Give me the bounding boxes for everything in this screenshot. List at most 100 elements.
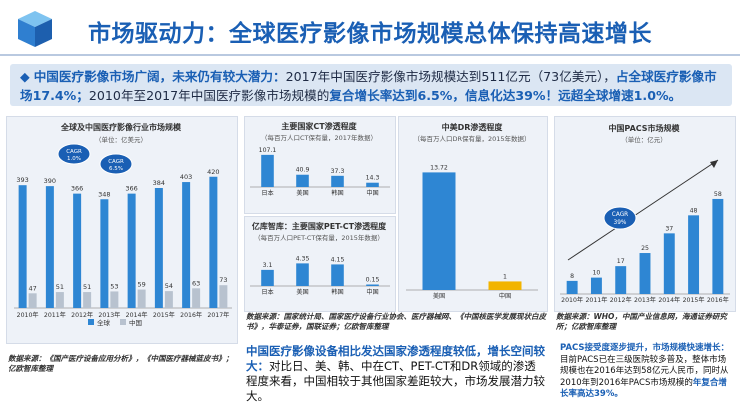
bar bbox=[261, 269, 274, 286]
dr-chart-subtitle: （每百万人口DR保有量，2015年数据） bbox=[413, 135, 531, 143]
callout-right-highlight-2: 年复合增长率高达39%。 bbox=[560, 377, 727, 400]
trend-arrow-head bbox=[710, 160, 718, 168]
bar-global bbox=[209, 176, 218, 308]
summary-part1: 2017年中国医疗影像市场规模达到511亿元（73亿美元）， bbox=[285, 69, 616, 84]
cagr-value: 6.5% bbox=[109, 166, 123, 172]
tick-label: 2010年 bbox=[561, 296, 583, 304]
market-chart-subtitle: （单位：亿美元） bbox=[95, 136, 147, 144]
ct-chart-title: 主要国家CT渗透程度 bbox=[281, 122, 357, 131]
callout-right-highlight-1: PACS接受度逐步提升，市场规模快速增长： bbox=[560, 343, 730, 353]
bar bbox=[712, 198, 724, 294]
data-label: 48 bbox=[690, 207, 698, 214]
bar bbox=[688, 215, 700, 294]
bar-global bbox=[73, 193, 82, 308]
bar bbox=[566, 280, 578, 294]
tick-label: 2013年 bbox=[634, 296, 656, 304]
summary-highlight-1: 占全球医疗影像市场17.4%； bbox=[20, 69, 717, 103]
bar bbox=[663, 233, 675, 294]
tick-label: 2012年 bbox=[71, 311, 93, 319]
bar bbox=[639, 253, 651, 294]
data-label-global: 384 bbox=[153, 179, 165, 187]
cagr-bubble bbox=[57, 143, 91, 165]
data-label-china: 51 bbox=[56, 283, 64, 291]
data-label: 37 bbox=[665, 225, 673, 232]
title-divider bbox=[0, 54, 740, 56]
cagr-label: CAGR bbox=[66, 149, 82, 155]
dr-chart-title: 中美DR渗透程度 bbox=[441, 123, 503, 132]
pacs-chart: 8 2010年 10 2011年 17 2012年 25 2013年 37 2014年 48 2015… bbox=[560, 159, 730, 304]
tick-label: 2015年 bbox=[153, 311, 175, 319]
bar-china bbox=[55, 292, 64, 308]
data-label: 10 bbox=[592, 270, 600, 277]
tick-label: 日本 bbox=[261, 288, 273, 296]
data-label-global: 390 bbox=[44, 177, 56, 185]
bar bbox=[366, 284, 379, 286]
cagr-value: 1.0% bbox=[67, 156, 81, 162]
data-label-global: 348 bbox=[98, 190, 110, 198]
data-label: 0.15 bbox=[366, 277, 380, 284]
petct-chart-panel bbox=[244, 216, 396, 312]
callout-right-text: 目前PACS已在三级医院较多普及，整体市场规模也在2016年达到58亿元人民币，… bbox=[560, 354, 729, 388]
bar-global bbox=[100, 199, 109, 308]
diamond-bullet-icon: ◆ bbox=[20, 69, 30, 84]
pacs-chart-title: 中国PACS市场规模 bbox=[608, 124, 680, 133]
data-label: 8 bbox=[570, 273, 574, 280]
legend-swatch-china bbox=[120, 319, 126, 325]
petct-chart-subtitle: （每百万人口PET-CT保有量，2015年数据） bbox=[254, 234, 384, 242]
bar-global bbox=[182, 182, 191, 308]
data-label: 40.9 bbox=[296, 167, 310, 174]
summary-lead: 中国医疗影像市场广阔，未来仍有较大潜力： bbox=[33, 69, 286, 84]
tick-label: 美国 bbox=[296, 288, 308, 296]
tick-label: 韩国 bbox=[331, 189, 343, 197]
summary-text: ◆ 中国医疗影像市场广阔，未来仍有较大潜力：2017年中国医疗影像市场规模达到5… bbox=[20, 67, 725, 105]
data-label-global: 420 bbox=[207, 168, 219, 176]
callout-middle: 中国医疗影像设备相比发达国家渗透程度较低，增长空间较大：对比日、美、韩、中在CT… bbox=[246, 344, 546, 404]
legend-label-china: 中国 bbox=[129, 318, 142, 327]
data-label-china: 51 bbox=[83, 283, 91, 291]
bar-global bbox=[154, 188, 163, 308]
data-label-china: 53 bbox=[110, 282, 118, 290]
bar-global bbox=[45, 186, 54, 308]
data-label-china: 47 bbox=[28, 284, 36, 292]
bar-china bbox=[110, 291, 119, 308]
bar bbox=[261, 154, 274, 187]
bar bbox=[366, 182, 379, 187]
bar bbox=[331, 264, 344, 286]
data-label: 37.3 bbox=[331, 168, 345, 175]
bar-china bbox=[219, 285, 228, 308]
tick-label: 2012年 bbox=[610, 296, 632, 304]
tick-label: 2016年 bbox=[707, 296, 729, 304]
data-label: 3.1 bbox=[263, 262, 273, 269]
market-chart: 393 47 2010年 390 51 2011年 366 51 2012年 348 53 2013年… bbox=[14, 143, 232, 327]
logo-cube-icon bbox=[18, 11, 52, 47]
tick-label: 日本 bbox=[261, 189, 273, 197]
tick-label: 美国 bbox=[296, 189, 308, 197]
tick-label: 2017年 bbox=[207, 311, 229, 319]
data-label-china: 73 bbox=[219, 276, 227, 284]
tick-label: 2016年 bbox=[180, 311, 202, 319]
bar bbox=[422, 172, 456, 290]
cagr-bubble bbox=[603, 206, 637, 230]
petct-chart: 3.1 日本 4.35 美国 4.15 韩国 0.15 中国 bbox=[250, 255, 390, 296]
bar bbox=[331, 175, 344, 187]
data-label-global: 393 bbox=[16, 176, 28, 184]
tick-label: 2011年 bbox=[585, 296, 607, 304]
cagr-label: CAGR bbox=[612, 212, 628, 218]
tick-label: 中国 bbox=[499, 292, 511, 300]
cagr-value: 39% bbox=[614, 220, 627, 226]
summary-part2: 2010年至2017年中国医疗影像市场规模的 bbox=[88, 88, 330, 103]
ct-chart-subtitle: （每百万人口CT保有量，2017年数据） bbox=[260, 134, 378, 142]
legend-swatch-global bbox=[88, 319, 94, 325]
source-note-middle: 数据来源：国家统计局、国家医疗设备行业协会、医疗器械网、《中国核医学发展现状白皮… bbox=[246, 312, 546, 331]
data-label: 14.3 bbox=[366, 175, 380, 182]
data-label-china: 59 bbox=[137, 281, 145, 289]
bar bbox=[590, 277, 602, 294]
page-title: 市场驱动力：全球医疗影像市场规模总体保持高速增长 bbox=[88, 21, 652, 47]
trend-arrow-line bbox=[567, 159, 719, 261]
data-label-china: 63 bbox=[192, 279, 200, 287]
data-label: 107.1 bbox=[259, 147, 277, 154]
ct-chart: 107.1 日本 40.9 美国 37.3 韩国 14.3 中国 bbox=[250, 147, 390, 197]
bar bbox=[488, 281, 522, 290]
data-label: 58 bbox=[714, 191, 722, 198]
data-label-global: 366 bbox=[125, 185, 137, 193]
